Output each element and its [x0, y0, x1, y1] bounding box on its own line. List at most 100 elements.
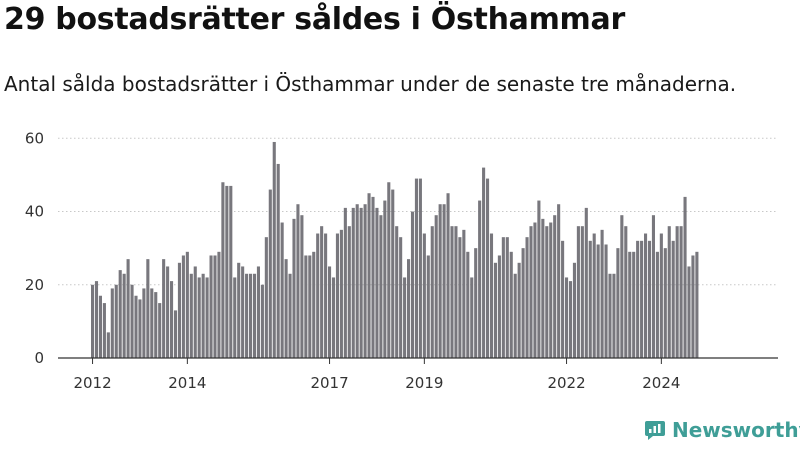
bar	[395, 226, 399, 358]
bar	[363, 204, 367, 358]
bar	[489, 233, 494, 358]
bar	[403, 277, 407, 358]
bar	[229, 185, 233, 358]
x-tick-label: 2019	[405, 374, 443, 392]
bar	[233, 277, 237, 358]
bar	[604, 244, 608, 358]
y-tick-label: 0	[34, 349, 44, 367]
bar	[644, 233, 648, 358]
bar	[355, 204, 359, 358]
bar	[466, 251, 470, 358]
bar	[541, 218, 545, 358]
bar	[592, 233, 596, 358]
bar	[410, 211, 415, 358]
bar	[320, 226, 324, 358]
bar	[272, 141, 276, 358]
bar	[407, 259, 411, 358]
bar	[217, 251, 221, 358]
bar	[343, 207, 347, 358]
bar	[596, 244, 600, 358]
bar	[612, 273, 616, 358]
bar	[201, 273, 205, 358]
chart-title: 29 bostadsrätter såldes i Östhammar	[4, 2, 625, 37]
bar	[173, 310, 178, 358]
bar	[276, 163, 280, 358]
bar	[399, 237, 403, 358]
bar	[474, 248, 478, 358]
bar	[241, 266, 245, 358]
bar	[158, 303, 162, 358]
bar	[442, 204, 446, 358]
bar	[225, 185, 229, 358]
bar	[347, 226, 351, 358]
bar	[628, 251, 632, 358]
bar	[110, 288, 114, 358]
bar	[205, 277, 209, 358]
bar	[367, 193, 371, 358]
bar	[245, 273, 249, 358]
bar	[434, 215, 438, 358]
bar	[545, 226, 549, 358]
x-axis: 2012 2014 2017 2019 2022 2024	[58, 357, 778, 392]
bar	[189, 273, 193, 358]
bar	[620, 215, 624, 358]
bar	[142, 288, 146, 358]
x-tick-label: 2022	[547, 374, 585, 392]
bar	[339, 229, 343, 358]
newsworthy-logo: Newsworthy	[644, 419, 800, 441]
bar	[308, 255, 312, 358]
bar	[331, 277, 336, 358]
y-tick-label: 20	[25, 276, 44, 294]
bar	[450, 226, 454, 358]
bar	[181, 255, 185, 358]
highlight-value-label: 29	[734, 120, 754, 124]
bar	[537, 200, 541, 358]
bar	[687, 266, 691, 358]
bar	[679, 226, 683, 358]
bar	[316, 233, 320, 358]
bar	[647, 240, 652, 358]
y-tick-label: 40	[25, 203, 44, 221]
bar	[651, 215, 655, 358]
bar	[284, 259, 288, 358]
x-tick-label: 2014	[168, 374, 206, 392]
bar	[683, 196, 687, 358]
bar	[91, 284, 95, 358]
bar	[695, 251, 699, 358]
bar	[529, 226, 533, 358]
x-tick-label: 2024	[642, 374, 680, 392]
bar	[197, 277, 201, 358]
bar	[659, 233, 663, 358]
bar	[584, 207, 588, 358]
bar	[150, 288, 154, 358]
bar	[513, 273, 517, 358]
bar	[379, 215, 383, 358]
bar	[177, 262, 181, 358]
bar	[426, 255, 430, 358]
bar-series	[91, 141, 699, 358]
bar	[565, 277, 569, 358]
bar	[561, 240, 565, 358]
bar	[296, 204, 300, 358]
bar	[154, 292, 158, 358]
bar	[553, 215, 557, 358]
bar	[486, 178, 490, 358]
bar	[375, 207, 379, 358]
bar	[252, 273, 257, 358]
bar	[462, 229, 466, 358]
bar	[138, 299, 142, 358]
bar	[568, 281, 573, 358]
bar	[213, 255, 217, 358]
bar	[521, 248, 525, 358]
bar	[312, 251, 316, 358]
bar	[600, 229, 604, 358]
newsworthy-logo-icon	[645, 421, 665, 440]
bar	[478, 200, 482, 358]
bar	[438, 204, 442, 358]
bar	[102, 303, 106, 358]
bar	[588, 240, 592, 358]
bar	[371, 196, 375, 358]
bar	[328, 266, 332, 358]
bar	[533, 222, 537, 358]
bar	[292, 218, 296, 358]
